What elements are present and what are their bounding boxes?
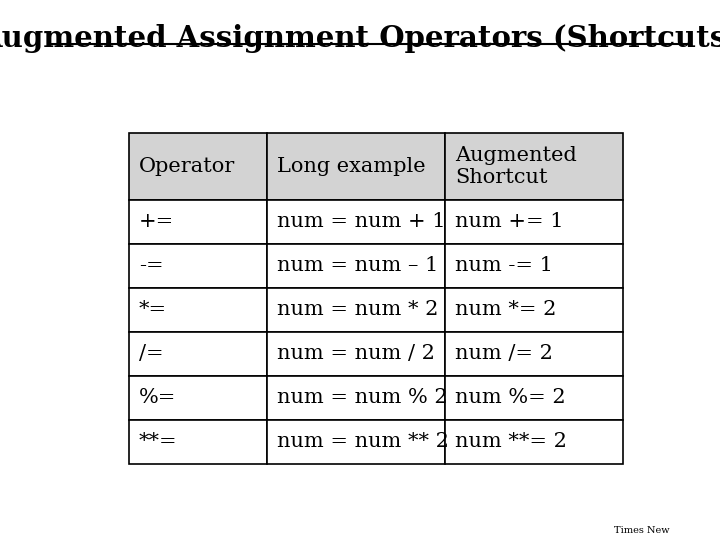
Text: num += 1: num += 1 [455, 212, 564, 231]
Text: Augmented
Shortcut: Augmented Shortcut [455, 146, 577, 187]
Text: Long example: Long example [277, 157, 426, 176]
Text: +=: += [139, 212, 174, 231]
Bar [267, 420, 445, 464]
Text: *=: *= [139, 300, 167, 319]
Text: num = num – 1: num = num – 1 [277, 256, 438, 275]
Bar [129, 376, 267, 420]
Text: Times New: Times New [614, 525, 670, 535]
Text: %=: %= [139, 388, 176, 407]
Bar [129, 332, 267, 376]
Bar [445, 199, 623, 244]
Text: Augmented Assignment Operators (Shortcuts): Augmented Assignment Operators (Shortcut… [0, 24, 720, 53]
Bar [267, 332, 445, 376]
Text: /=: /= [139, 345, 163, 363]
Text: num *= 2: num *= 2 [455, 300, 557, 319]
Bar [129, 133, 267, 199]
Text: **=: **= [139, 433, 178, 451]
Text: Operator: Operator [139, 157, 235, 176]
Text: num = num + 1: num = num + 1 [277, 212, 446, 231]
Text: num -= 1: num -= 1 [455, 256, 553, 275]
Bar [267, 288, 445, 332]
Bar [129, 244, 267, 288]
Bar [267, 133, 445, 199]
Text: num = num % 2: num = num % 2 [277, 388, 448, 407]
Text: num = num * 2: num = num * 2 [277, 300, 438, 319]
Bar [129, 288, 267, 332]
Text: num %= 2: num %= 2 [455, 388, 566, 407]
Bar [267, 199, 445, 244]
Bar [445, 332, 623, 376]
Bar [267, 244, 445, 288]
Bar [129, 420, 267, 464]
Text: num = num / 2: num = num / 2 [277, 345, 436, 363]
Text: num **= 2: num **= 2 [455, 433, 567, 451]
Bar [445, 420, 623, 464]
Text: num = num ** 2: num = num ** 2 [277, 433, 449, 451]
Text: -=: -= [139, 256, 163, 275]
Bar [445, 288, 623, 332]
Text: num /= 2: num /= 2 [455, 345, 553, 363]
Bar [445, 133, 623, 199]
Bar [445, 244, 623, 288]
Bar [129, 199, 267, 244]
Bar [445, 376, 623, 420]
Bar [267, 376, 445, 420]
